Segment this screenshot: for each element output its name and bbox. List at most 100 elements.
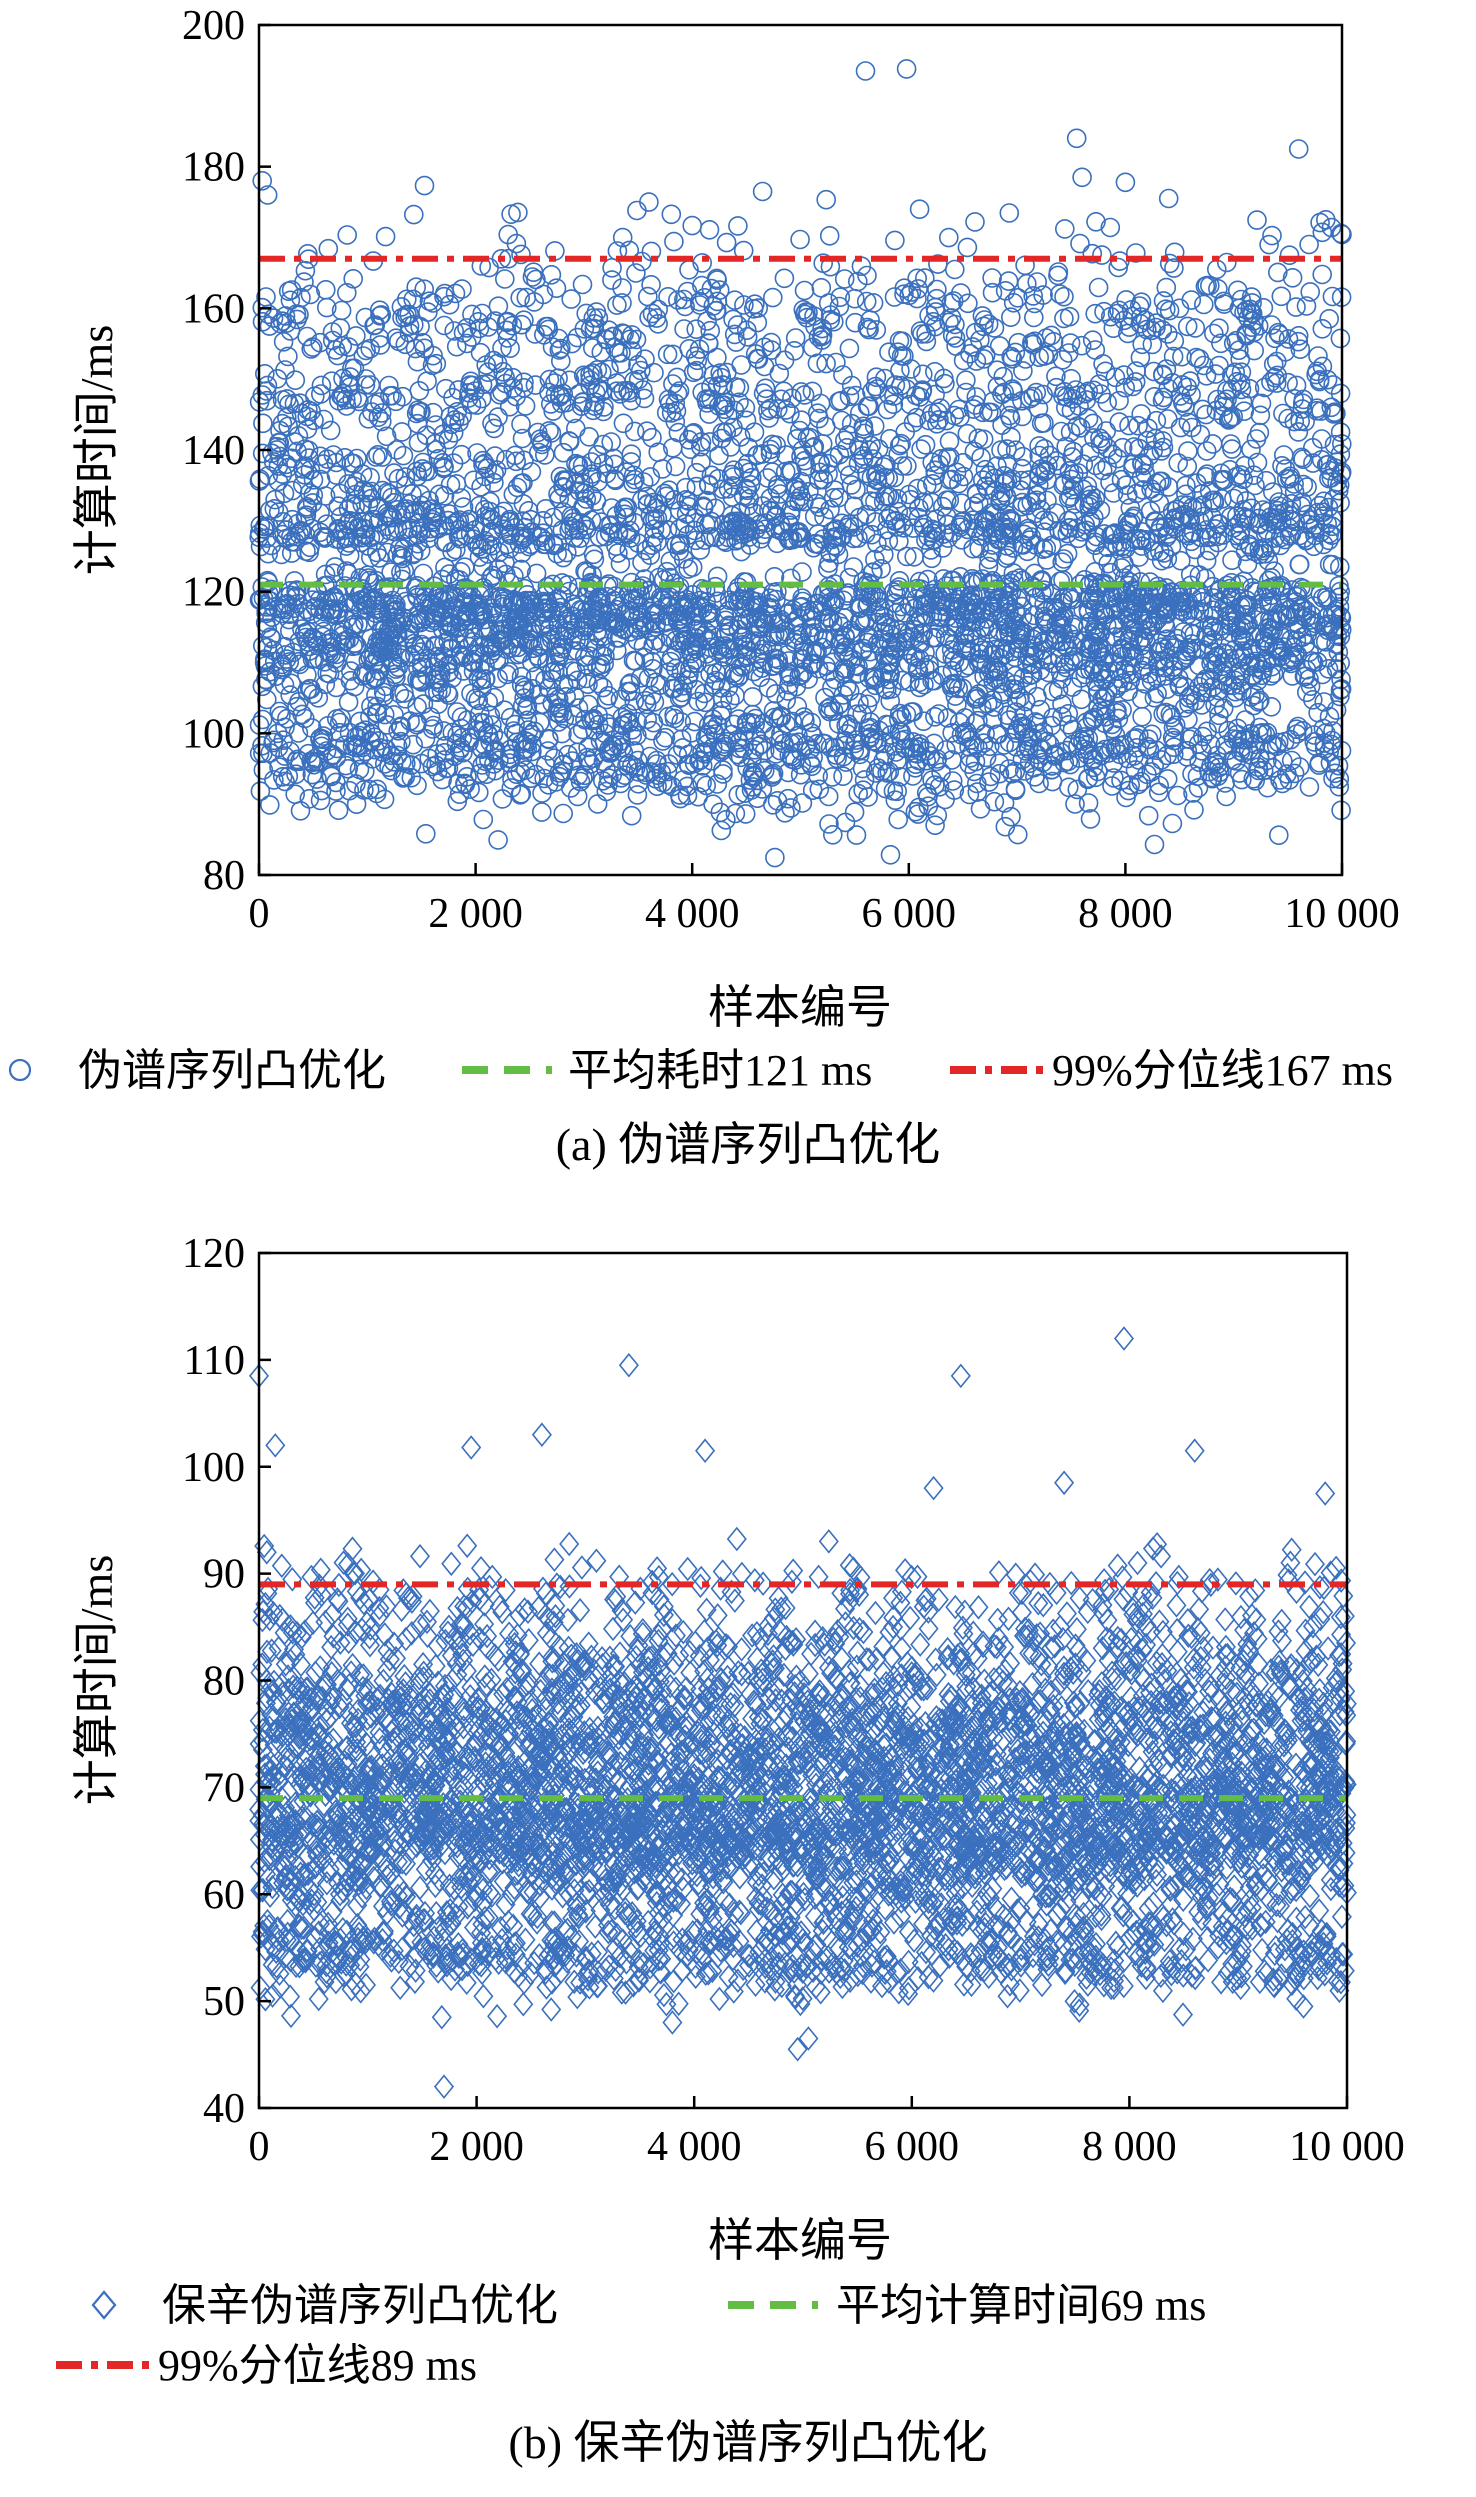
data-point: [997, 545, 1018, 566]
data-point: [533, 510, 553, 531]
data-point: [553, 803, 574, 824]
data-point: [909, 672, 930, 693]
data-point: [336, 282, 357, 303]
data-point: [833, 766, 853, 787]
data-point: [784, 340, 805, 361]
data-point: [728, 216, 748, 236]
data-point: [709, 445, 729, 466]
data-point: [846, 479, 866, 500]
data-point: [958, 293, 978, 314]
data-point: [452, 279, 472, 299]
data-point: [834, 269, 855, 289]
data-point: [1312, 264, 1332, 285]
data-point: [1050, 284, 1070, 304]
data-point: [290, 800, 311, 821]
data-point: [1059, 306, 1080, 327]
data-point: [259, 795, 280, 815]
data-point: [252, 297, 273, 318]
data-point: [637, 286, 658, 307]
data-point: [765, 847, 785, 868]
data-point: [866, 320, 887, 340]
data-point: [572, 274, 593, 295]
data-point: [905, 613, 926, 633]
data-point: [735, 804, 756, 824]
data-point: [360, 375, 381, 395]
data-point: [1253, 297, 1274, 318]
data-point: [844, 496, 864, 517]
data-point: [641, 274, 661, 295]
data-point: [1247, 210, 1267, 230]
data-point: [457, 318, 477, 338]
data-point: [1078, 793, 1099, 813]
data-point: [1109, 390, 1129, 411]
data-point: [562, 333, 582, 354]
data-point: [1024, 307, 1044, 328]
data-point: [1204, 323, 1224, 344]
data-point: [1157, 679, 1177, 699]
data-point: [665, 456, 686, 477]
data-point: [1196, 404, 1216, 425]
data-point: [1176, 484, 1196, 505]
data-point: [841, 475, 862, 495]
data-point: [1137, 430, 1157, 451]
data-point: [610, 553, 631, 574]
data-point: [415, 823, 436, 844]
data-point: [602, 270, 622, 290]
data-point: [489, 384, 510, 405]
data-point: [506, 451, 527, 472]
data-point: [839, 681, 860, 701]
data-point: [533, 523, 553, 544]
data-point: [1300, 282, 1320, 302]
data-point: [581, 452, 602, 472]
data-point: [637, 421, 657, 442]
data-point: [627, 785, 648, 805]
data-point: [790, 764, 811, 785]
data-point: [457, 333, 477, 354]
data-point: [1184, 799, 1204, 820]
data-point: [263, 308, 284, 328]
data-point: [1070, 233, 1090, 254]
data-point: [1027, 686, 1047, 707]
data-point: [1251, 393, 1272, 414]
data-point: [897, 456, 917, 476]
data-point: [1268, 262, 1288, 283]
data-point: [587, 794, 608, 814]
data-point: [911, 439, 931, 459]
data-point: [944, 259, 965, 280]
data-point: [664, 705, 684, 725]
data-point: [511, 473, 531, 494]
data-point: [690, 540, 711, 560]
data-point: [711, 820, 732, 841]
data-point: [501, 204, 521, 224]
data-point: [1299, 777, 1320, 797]
data-point: [484, 687, 505, 708]
data-point: [787, 696, 808, 717]
data-point: [588, 673, 609, 694]
data-point: [1086, 212, 1106, 232]
data-point: [999, 203, 1020, 223]
data-point: [346, 794, 367, 815]
data-point: [1162, 813, 1183, 834]
data-point: [963, 496, 984, 517]
data-point: [494, 269, 515, 289]
data-point: [511, 244, 531, 265]
data-point: [989, 336, 1010, 356]
data-point: [469, 495, 490, 516]
data-point: [377, 715, 398, 735]
data-point: [1188, 777, 1209, 798]
data-point: [607, 295, 627, 315]
data-point: [1125, 372, 1146, 392]
data-point: [463, 470, 484, 491]
data-point: [1158, 409, 1178, 429]
data-point: [252, 709, 273, 730]
data-point: [998, 271, 1019, 291]
data-point: [553, 442, 574, 463]
data-point: [318, 238, 339, 259]
data-point: [531, 802, 552, 822]
data-point: [1131, 404, 1151, 424]
data-point: [435, 557, 455, 578]
data-point: [880, 691, 901, 711]
data-point: [1007, 824, 1028, 845]
data-point: [887, 488, 908, 509]
data-point: [1207, 259, 1227, 280]
